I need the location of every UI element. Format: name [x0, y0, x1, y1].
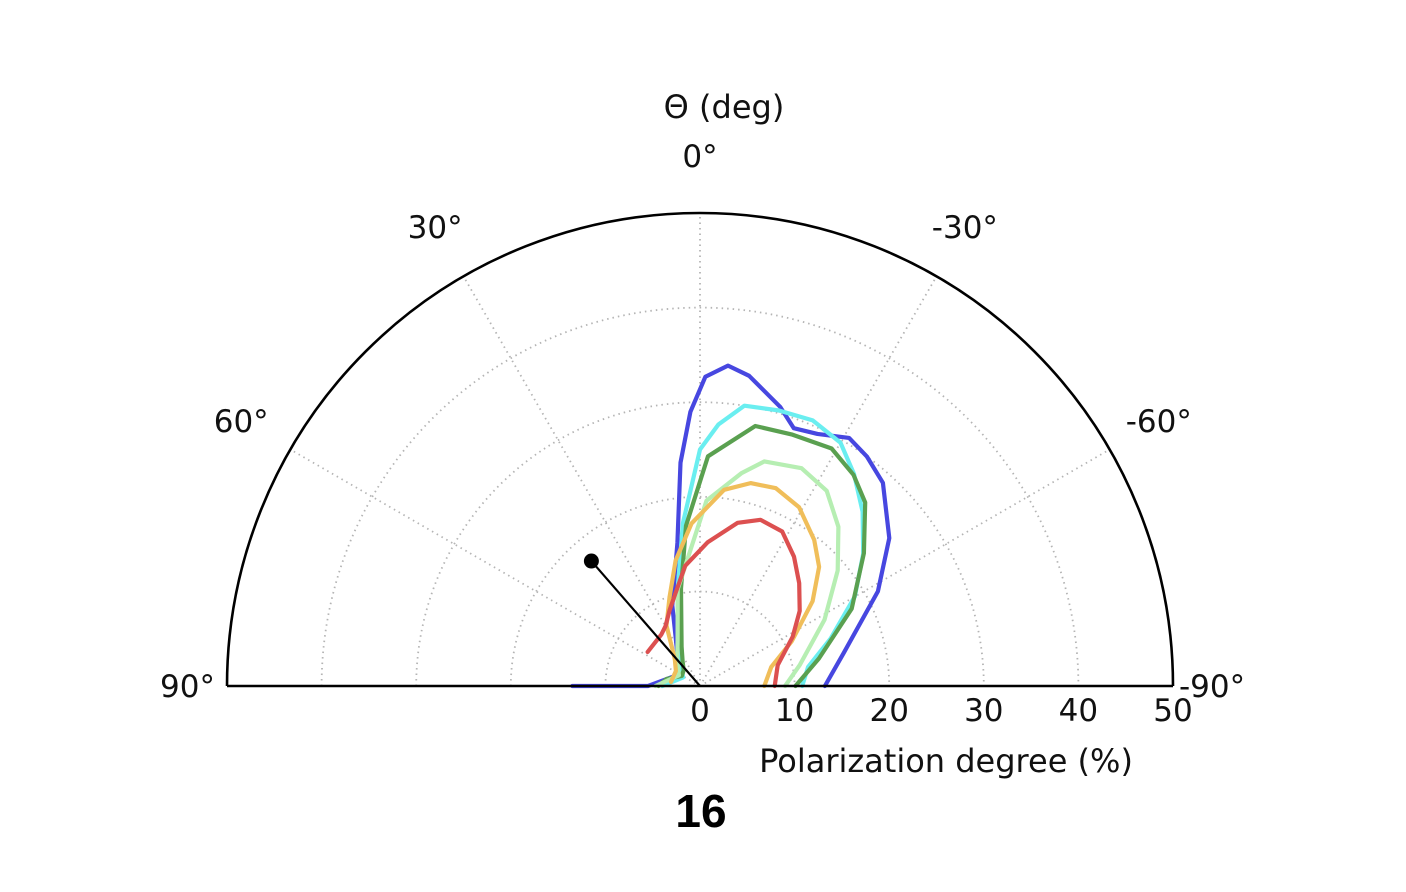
contour-line	[664, 481, 822, 689]
radial-tick-label: 0	[690, 693, 710, 729]
contour-line	[645, 517, 802, 689]
outer-arc	[225, 211, 1175, 687]
radial-grid-arc	[509, 495, 891, 687]
theta-tick-label: 30°	[408, 210, 463, 246]
theta-tick-label: 90°	[160, 669, 215, 705]
best-fit-point	[583, 553, 599, 569]
best-fit-layer	[583, 553, 701, 687]
best-fit-line	[590, 560, 701, 687]
angular-grid-line	[699, 448, 1111, 687]
theta-tick-label: 0°	[682, 139, 717, 175]
radial-tick-label: 40	[1059, 693, 1098, 729]
theta-tick-label: -60°	[1126, 404, 1192, 440]
theta-axis-title: Θ (deg)	[664, 88, 785, 126]
contour-line	[653, 459, 841, 689]
tick-labels: 0° 30° -30° 60° -60° 90° -90° 0 10 20 30 40 50	[160, 139, 1245, 729]
contour-layer	[570, 363, 892, 689]
angular-grid-line	[289, 448, 701, 687]
radial-tick-label: 20	[869, 693, 908, 729]
radial-tick-label: 10	[775, 693, 814, 729]
theta-tick-label: -90°	[1179, 669, 1245, 705]
theta-tick-label: 60°	[214, 404, 269, 440]
radial-grid-arc	[320, 306, 1080, 687]
angular-grid-line	[462, 275, 701, 687]
radial-grid-arc	[415, 401, 985, 687]
radial-tick-label: 50	[1153, 693, 1192, 729]
radial-grid-arc	[604, 590, 796, 687]
radial-tick-label: 30	[964, 693, 1003, 729]
radial-axis-title: Polarization degree (%)	[759, 742, 1133, 780]
contour-line	[656, 423, 868, 689]
theta-tick-label: -30°	[932, 210, 998, 246]
panel-number: 16	[675, 785, 726, 837]
